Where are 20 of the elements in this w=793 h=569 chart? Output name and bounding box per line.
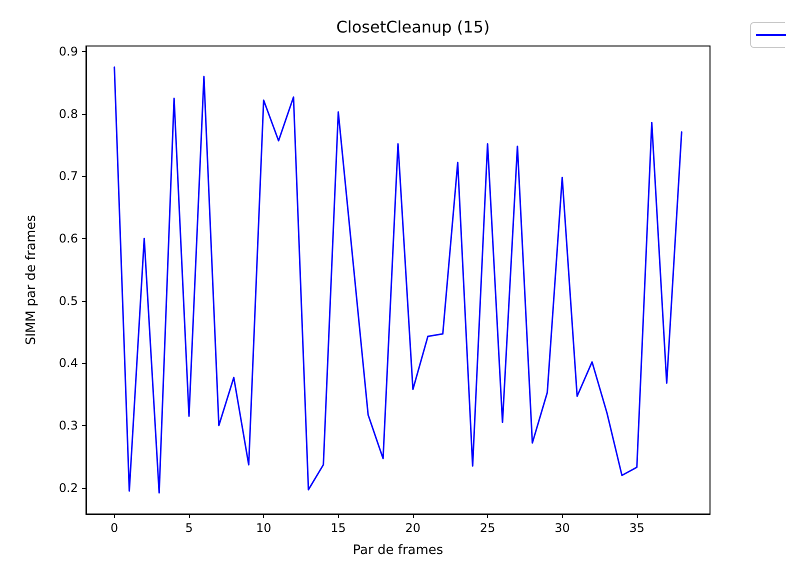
y-axis-title: SIMM par de frames <box>24 214 39 346</box>
chart-title: ClosetCleanup (15) <box>336 18 490 36</box>
x-axis-title: Par de frames <box>352 543 444 558</box>
x-tick-label: 0 <box>110 521 118 535</box>
y-tick-label: 0.4 <box>58 356 78 370</box>
y-tick-label: 0.6 <box>58 232 78 246</box>
x-tick-label: 10 <box>256 521 272 535</box>
y-tick-label: 0.8 <box>58 106 78 121</box>
line-series <box>114 66 682 494</box>
x-tick-label: 15 <box>330 521 346 535</box>
x-tick-label: 30 <box>554 521 570 535</box>
y-tick-label: 0.2 <box>58 480 78 495</box>
x-tick-label: 5 <box>185 521 193 535</box>
y-tick-label: 0.3 <box>58 418 78 433</box>
y-tick-label: 0.9 <box>58 44 78 59</box>
x-tick-label: 25 <box>480 521 496 535</box>
y-tick-label: 0.7 <box>58 169 78 184</box>
x-tick-label: 20 <box>405 521 421 535</box>
x-tick-label: 35 <box>629 521 644 535</box>
y-tick-label: 0.5 <box>58 294 78 308</box>
